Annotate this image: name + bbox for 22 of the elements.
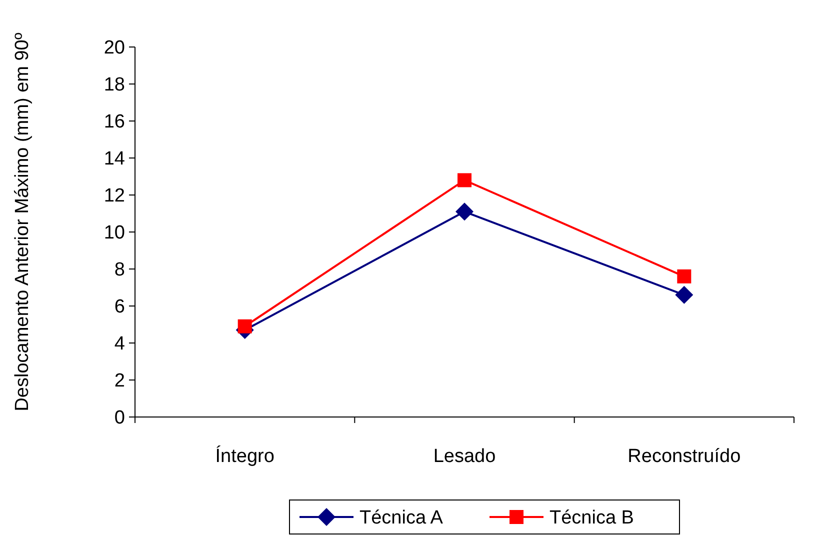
point [456, 202, 474, 221]
legend-label: Técnica A [360, 508, 444, 529]
y-tick-label: 10 [104, 222, 125, 244]
x-tick-label: Lesado [433, 446, 496, 467]
point [675, 286, 694, 304]
legend-label: Técnica B [550, 508, 634, 529]
y-tick-label: 6 [114, 296, 125, 318]
y-tick-label: 0 [114, 408, 125, 429]
point [238, 319, 252, 334]
y-axis-title: Deslocamento Anterior Máximo (mm) em 90º [12, 32, 33, 412]
y-tick-label: 8 [114, 260, 125, 281]
y-tick-label: 4 [114, 334, 126, 355]
y-tick-label: 18 [104, 74, 125, 96]
y-tick-label: 20 [104, 38, 125, 59]
x-tick-label: Reconstruído [628, 446, 741, 467]
point [677, 269, 692, 284]
y-tick-label: 12 [104, 186, 125, 207]
y-tick-label: 2 [114, 370, 125, 392]
y-tick-label: 16 [104, 112, 125, 133]
x-tick-label: Íntegro [215, 445, 274, 467]
y-tick-label: 14 [104, 148, 126, 170]
point [458, 173, 472, 188]
